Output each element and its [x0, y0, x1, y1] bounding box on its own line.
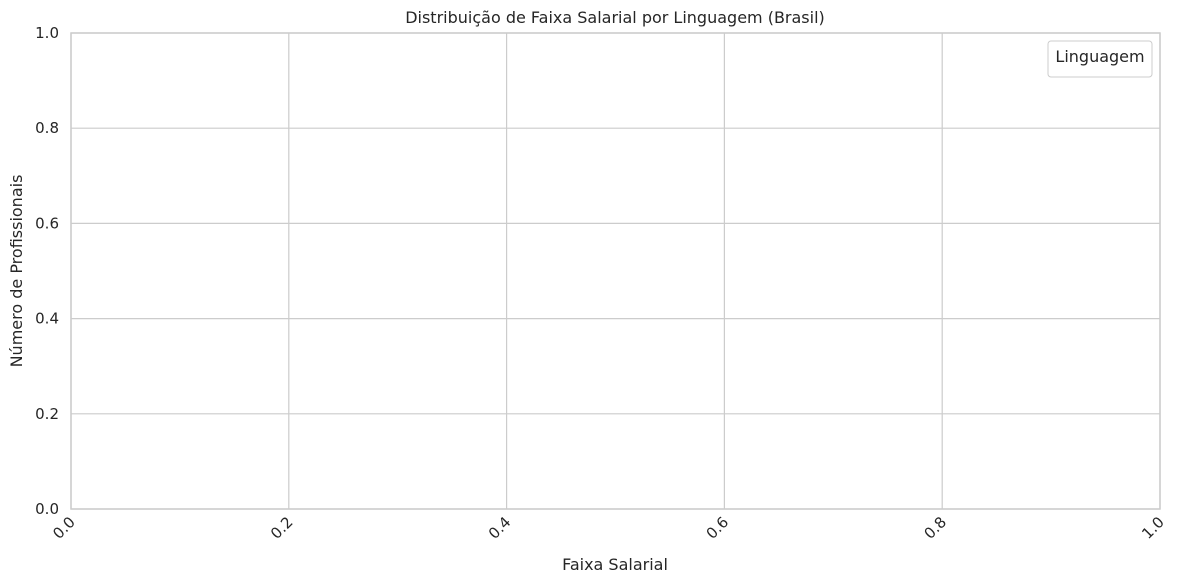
y-tick-label: 0.0: [35, 500, 59, 518]
y-axis-ticks: 0.0 0.2 0.4 0.6 0.8 1.0: [35, 24, 59, 518]
x-axis-label: Faixa Salarial: [562, 555, 668, 574]
chart-title: Distribuição de Faixa Salarial por Lingu…: [405, 8, 825, 27]
legend-title: Linguagem: [1055, 47, 1144, 66]
y-tick-label: 0.4: [35, 310, 59, 328]
legend: Linguagem: [1047, 40, 1153, 78]
y-axis-label: Número de Profissionais: [7, 175, 26, 368]
y-tick-label: 0.6: [35, 214, 59, 232]
plot-area: [70, 32, 1161, 510]
y-tick-label: 0.8: [35, 119, 59, 137]
legend-box: [1047, 40, 1153, 78]
y-tick-label: 1.0: [35, 24, 59, 42]
y-tick-label: 0.2: [35, 405, 59, 423]
